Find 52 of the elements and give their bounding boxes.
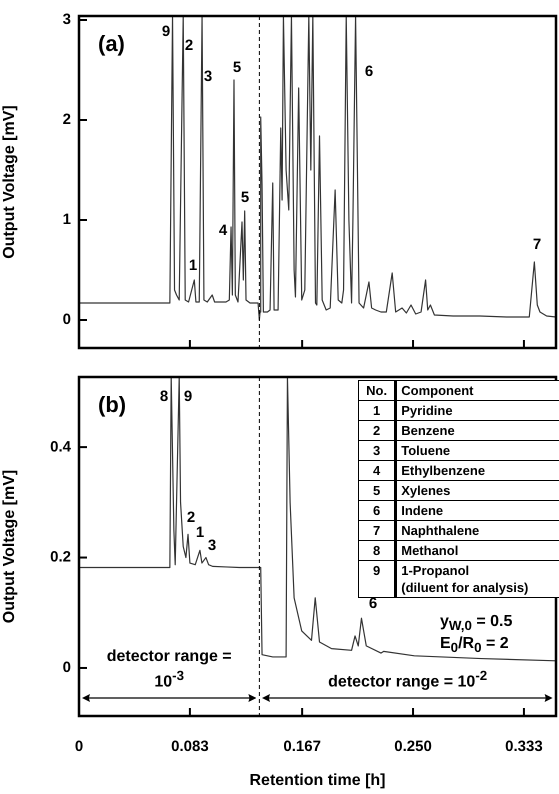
annotation: 6 <box>358 500 396 520</box>
annotation: 3 <box>358 440 396 460</box>
y-tick-label: 0 <box>62 311 71 328</box>
annotation: 1 <box>358 400 396 420</box>
y-axis-title: Output Voltage [mV] <box>1 105 18 259</box>
y-tick-label: 3 <box>62 11 71 28</box>
annotation: 6 <box>364 63 374 81</box>
text: 7 Naphthalene <box>373 523 480 538</box>
annotation: E$_{0}$/R$_{0}$ = 2 <box>440 634 509 658</box>
annotation: y$_{W,0}$ = 0.5 <box>440 612 512 636</box>
y-axis-title: Output Voltage [mV] <box>1 470 18 624</box>
x-tick-label: 0.167 <box>283 738 321 756</box>
text: 5 Xylenes <box>373 483 450 498</box>
annotation: detector range = 10$^{-3}$ <box>106 646 233 691</box>
text: 3 <box>208 537 216 554</box>
x-tick-label: 0.250 <box>394 738 432 756</box>
text: 1 <box>196 524 204 541</box>
annotation: 2 <box>358 420 396 440</box>
annotation: (a) <box>98 31 125 56</box>
text: 6 <box>368 595 378 612</box>
x-tick-label: 0.083 <box>171 738 209 756</box>
text: Toluene <box>401 443 450 458</box>
annotation: 9 <box>160 23 172 41</box>
text: 8 <box>160 388 168 405</box>
text: Benzene <box>401 423 455 438</box>
annotation: 2 <box>184 37 194 55</box>
x-tick-label: 0 <box>74 738 84 756</box>
text: 9 <box>184 388 192 405</box>
annotation: 8 <box>358 540 396 560</box>
annotation: 1 <box>188 257 198 275</box>
y-tick-label: 2 <box>62 111 71 128</box>
annotation: 5 <box>232 59 242 77</box>
annotation: 5 <box>240 189 250 207</box>
text: Methanol <box>401 543 458 558</box>
text: Indene <box>401 503 444 518</box>
text: Pyridine <box>401 403 453 418</box>
x-axis-title: Retention time [h] <box>250 772 386 789</box>
annotation: 4 <box>218 222 228 240</box>
text: 4 Ethylbenzene <box>373 463 486 478</box>
y-tick-label: 0.4 <box>50 438 72 456</box>
annotation: 9 <box>373 563 380 578</box>
annotation: 7 <box>532 236 542 254</box>
annotation: (b) <box>98 392 126 417</box>
y-tick-label: 0.2 <box>50 548 71 566</box>
annotation: 3 <box>202 68 214 86</box>
y-tick-label: 1 <box>62 211 71 228</box>
text: 2 <box>186 509 196 526</box>
y-tick-label: 0 <box>62 659 71 676</box>
annotation: No. Component <box>365 382 474 400</box>
x-tick-label: 0.333 <box>505 738 543 756</box>
annotation: detector range = 10$^{-2}$ <box>327 666 488 691</box>
text: 1-Propanol (diluent for analysis) <box>401 563 528 595</box>
